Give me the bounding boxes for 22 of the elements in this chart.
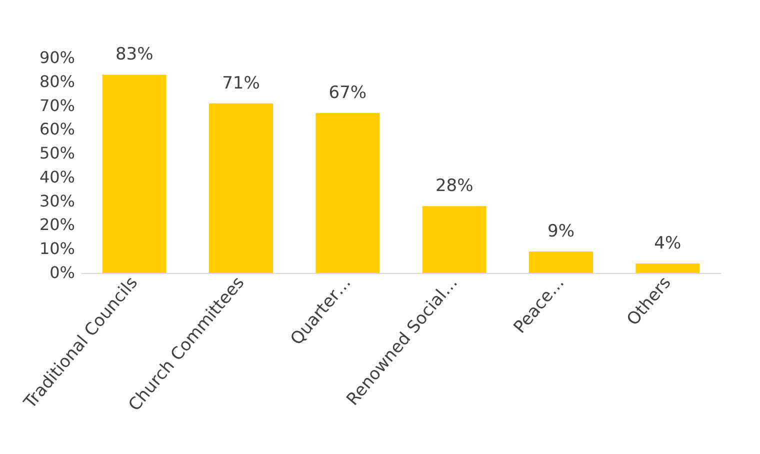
data-label: 83% (115, 44, 154, 65)
y-tick-label: 30% (39, 191, 75, 210)
bar (529, 252, 593, 273)
y-tick-label: 40% (39, 167, 75, 186)
bar (209, 103, 273, 273)
data-label: 4% (654, 233, 682, 254)
y-tick-label: 50% (39, 144, 75, 163)
bar (316, 112, 380, 273)
y-tick-label: 20% (39, 215, 75, 234)
data-label: 67% (328, 82, 367, 103)
y-tick-label: 80% (39, 72, 75, 91)
bar (636, 263, 700, 273)
bar (102, 74, 166, 273)
data-label: 28% (435, 176, 474, 196)
y-tick-label: 90% (39, 48, 75, 67)
y-tick-label: 60% (39, 120, 75, 139)
y-tick-label: 0% (50, 263, 75, 282)
data-label: 71% (222, 73, 260, 94)
y-tick-label: 70% (39, 96, 75, 115)
bar (422, 206, 486, 273)
data-label: 9% (548, 222, 574, 242)
y-tick-label: 10% (39, 239, 75, 258)
